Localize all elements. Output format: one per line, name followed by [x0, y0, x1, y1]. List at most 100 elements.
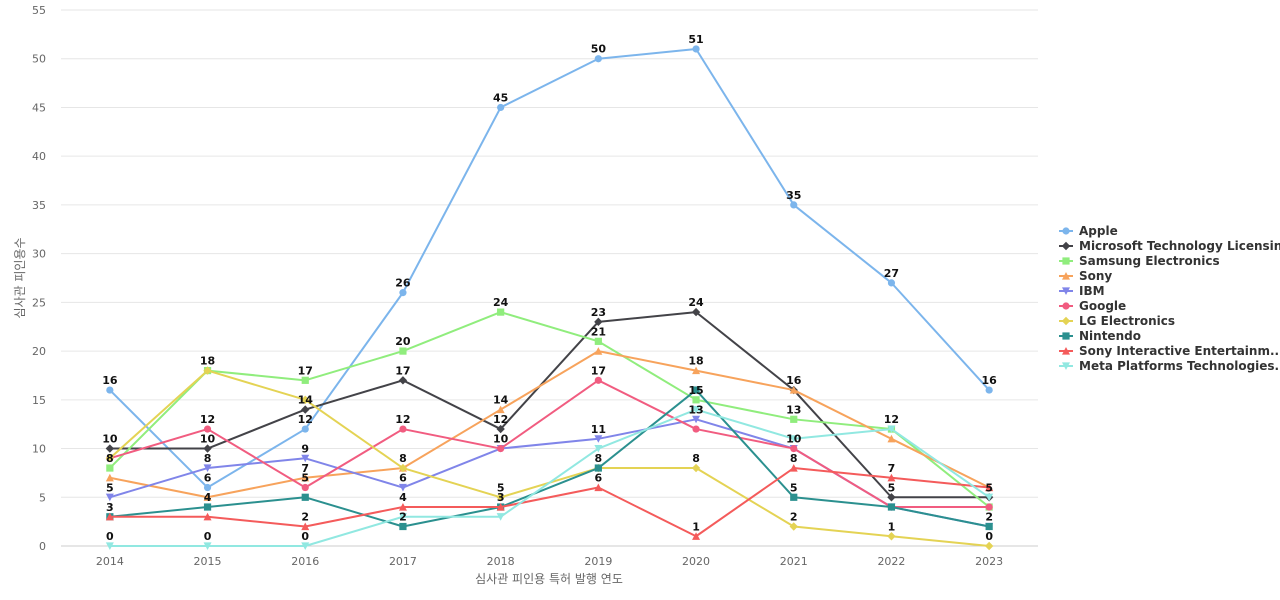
- data-label: 5: [888, 481, 896, 494]
- data-point: [594, 55, 602, 63]
- data-label: 2: [790, 511, 798, 524]
- data-label: 5: [106, 481, 114, 494]
- data-point: [692, 532, 701, 540]
- data-point: [106, 386, 114, 394]
- data-label: 3: [106, 501, 114, 514]
- legend-item[interactable]: Google: [1059, 299, 1126, 313]
- data-label: 9: [301, 442, 309, 455]
- data-label: 5: [301, 472, 309, 485]
- data-label: 0: [204, 530, 212, 543]
- y-tick-label: 25: [32, 296, 46, 309]
- data-label: 8: [595, 452, 603, 465]
- data-point: [594, 435, 603, 443]
- data-label: 7: [301, 462, 309, 475]
- data-point: [398, 463, 408, 473]
- y-tick-label: 5: [39, 491, 46, 504]
- data-point: [398, 513, 407, 521]
- data-label: 17: [395, 364, 410, 377]
- data-point: [887, 493, 896, 502]
- data-point: [301, 542, 310, 550]
- data-label: 14: [493, 394, 509, 407]
- legend-marker: [1061, 241, 1071, 251]
- legend-marker: [1062, 347, 1070, 355]
- x-tick-label: 2021: [780, 555, 808, 568]
- data-point: [105, 542, 114, 550]
- data-point: [399, 425, 407, 433]
- data-point: [985, 522, 993, 531]
- legend-label: Sony: [1079, 269, 1112, 283]
- data-label: 12: [493, 413, 508, 426]
- data-point: [692, 396, 700, 404]
- data-point: [398, 483, 407, 492]
- series-apple: [106, 45, 993, 492]
- data-point: [692, 366, 701, 375]
- data-point: [496, 405, 505, 414]
- data-label: 35: [786, 189, 801, 202]
- data-point: [301, 473, 310, 482]
- legend-marker: [1061, 316, 1071, 326]
- data-point: [203, 444, 212, 453]
- data-point: [985, 493, 994, 502]
- data-point: [887, 503, 896, 511]
- data-point: [203, 503, 212, 511]
- data-point: [692, 45, 700, 53]
- data-point: [105, 444, 115, 453]
- data-point: [594, 317, 603, 327]
- legend-item[interactable]: IBM: [1059, 284, 1105, 298]
- series-nintendo: [106, 386, 993, 531]
- legend-item[interactable]: Samsung Electronics: [1059, 254, 1220, 268]
- legend-item[interactable]: LG Electronics: [1059, 314, 1175, 328]
- series-line: [109, 408, 990, 547]
- data-label: 26: [395, 277, 411, 290]
- legend-item[interactable]: Sony: [1059, 269, 1112, 283]
- legend-label: Microsoft Technology Licensing: [1079, 239, 1280, 253]
- data-point: [691, 307, 701, 317]
- y-tick-label: 0: [39, 540, 46, 553]
- data-point: [691, 463, 701, 473]
- data-point: [594, 464, 602, 472]
- legend-marker: [1062, 287, 1070, 295]
- data-point: [301, 376, 309, 384]
- data-label: 21: [591, 325, 606, 338]
- legend-item[interactable]: Microsoft Technology Licensing: [1059, 239, 1280, 253]
- data-point: [105, 454, 115, 463]
- legend-item[interactable]: Nintendo: [1059, 329, 1141, 343]
- data-point: [692, 415, 701, 424]
- x-tick-label: 2014: [96, 555, 124, 568]
- data-point: [496, 493, 505, 502]
- legend-marker: [1062, 332, 1070, 340]
- legend-item[interactable]: Apple: [1059, 224, 1118, 238]
- data-label: 18: [688, 355, 703, 368]
- data-point: [497, 444, 505, 453]
- data-label: 10: [200, 433, 216, 446]
- data-point: [985, 386, 993, 394]
- data-label: 6: [204, 472, 212, 485]
- y-tick-label: 15: [32, 394, 46, 407]
- data-point: [203, 464, 212, 473]
- legend-item[interactable]: Sony Interactive Entertainm...: [1059, 344, 1280, 358]
- data-label: 4: [399, 491, 407, 504]
- data-label: 27: [884, 267, 899, 280]
- data-label: 20: [395, 335, 411, 348]
- x-tick-label: 2019: [584, 555, 612, 568]
- data-point: [594, 483, 603, 492]
- data-label: 24: [493, 296, 509, 309]
- legend-item[interactable]: Meta Platforms Technologies...: [1059, 359, 1280, 373]
- data-point: [301, 405, 310, 414]
- series-line: [109, 379, 990, 509]
- data-point: [106, 464, 114, 472]
- data-label: 0: [301, 530, 309, 543]
- data-label: 5: [497, 481, 505, 494]
- data-point: [790, 444, 798, 453]
- legend-marker: [1062, 362, 1070, 370]
- data-label: 12: [395, 413, 410, 426]
- data-label: 3: [497, 491, 505, 504]
- legend-label: IBM: [1079, 284, 1105, 298]
- data-label: 1: [888, 520, 896, 533]
- y-tick-label: 45: [32, 101, 46, 114]
- data-label: 2: [985, 511, 993, 524]
- data-label: 12: [200, 413, 215, 426]
- data-label: 17: [298, 364, 313, 377]
